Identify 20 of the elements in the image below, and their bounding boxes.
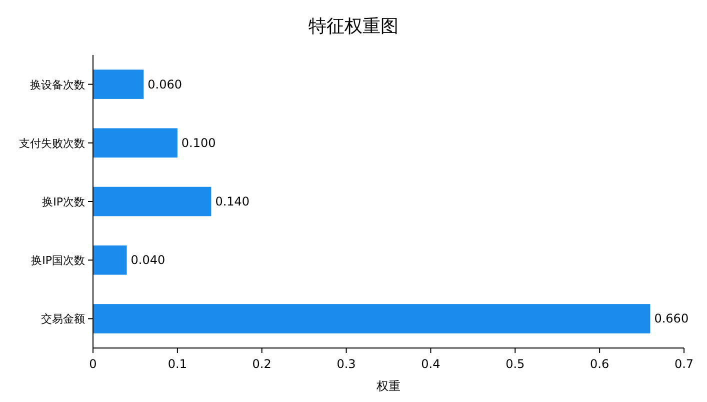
x-axis-title: 权重 bbox=[376, 379, 400, 393]
x-tick-label: 0.3 bbox=[336, 357, 356, 371]
x-tick-label: 0.4 bbox=[421, 357, 440, 371]
data-label: 0.140 bbox=[215, 194, 250, 208]
x-tick-label: 0 bbox=[89, 357, 97, 371]
y-tick-label: 交易金额 bbox=[41, 312, 85, 326]
x-tick-label: 0.7 bbox=[674, 357, 694, 371]
x-tick-label: 0.1 bbox=[168, 357, 187, 371]
y-tick-label: 换设备次数 bbox=[30, 78, 85, 92]
data-label: 0.060 bbox=[148, 77, 182, 92]
y-tick-label: 换IP国次数 bbox=[31, 254, 85, 268]
x-tick-label: 0.6 bbox=[590, 357, 610, 371]
data-label: 0.100 bbox=[181, 136, 216, 150]
y-tick-label: 支付失败次数 bbox=[19, 136, 85, 150]
chart-title: 特征权重图 bbox=[308, 16, 398, 37]
y-tick-label: 换IP次数 bbox=[42, 196, 85, 208]
data-label: 0.660 bbox=[654, 312, 689, 326]
data-label: 0.040 bbox=[130, 253, 166, 268]
x-tick-label: 0.2 bbox=[252, 357, 272, 371]
x-tick-label: 0.5 bbox=[506, 357, 525, 371]
